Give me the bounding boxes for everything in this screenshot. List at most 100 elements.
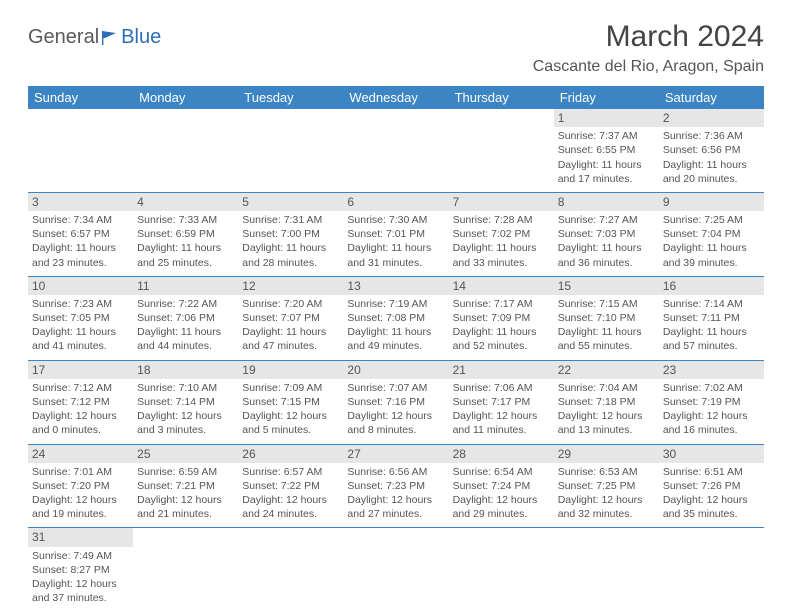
calendar-day-cell: 14Sunrise: 7:17 AMSunset: 7:09 PMDayligh… [449, 276, 554, 360]
sunrise-text: Sunrise: 6:59 AM [137, 465, 234, 479]
sunrise-text: Sunrise: 7:02 AM [663, 381, 760, 395]
day-number: 10 [28, 277, 133, 295]
sunset-text: Sunset: 8:27 PM [32, 563, 129, 577]
calendar-day-cell: 12Sunrise: 7:20 AMSunset: 7:07 PMDayligh… [238, 276, 343, 360]
calendar-day-cell: 2Sunrise: 7:36 AMSunset: 6:56 PMDaylight… [659, 109, 764, 192]
sunrise-text: Sunrise: 7:14 AM [663, 297, 760, 311]
day-header: Tuesday [238, 86, 343, 109]
sunrise-text: Sunrise: 7:49 AM [32, 549, 129, 563]
sunset-text: Sunset: 7:16 PM [347, 395, 444, 409]
sunset-text: Sunset: 7:08 PM [347, 311, 444, 325]
day-number: 28 [449, 445, 554, 463]
calendar-day-cell: 24Sunrise: 7:01 AMSunset: 7:20 PMDayligh… [28, 444, 133, 528]
day-number: 1 [554, 109, 659, 127]
day-number: 4 [133, 193, 238, 211]
calendar-day-cell: 30Sunrise: 6:51 AMSunset: 7:26 PMDayligh… [659, 444, 764, 528]
sunrise-text: Sunrise: 7:19 AM [347, 297, 444, 311]
calendar-day-cell: 1Sunrise: 7:37 AMSunset: 6:55 PMDaylight… [554, 109, 659, 192]
daylight-text: Daylight: 11 hours and 44 minutes. [137, 325, 234, 353]
day-number: 14 [449, 277, 554, 295]
sunrise-text: Sunrise: 7:25 AM [663, 213, 760, 227]
day-header: Wednesday [343, 86, 448, 109]
daylight-text: Daylight: 11 hours and 23 minutes. [32, 241, 129, 269]
day-number: 2 [659, 109, 764, 127]
calendar-day-cell: 28Sunrise: 6:54 AMSunset: 7:24 PMDayligh… [449, 444, 554, 528]
month-title: March 2024 [533, 20, 764, 54]
daylight-text: Daylight: 12 hours and 8 minutes. [347, 409, 444, 437]
day-number: 6 [343, 193, 448, 211]
calendar-day-cell: 4Sunrise: 7:33 AMSunset: 6:59 PMDaylight… [133, 192, 238, 276]
day-number: 19 [238, 361, 343, 379]
sunset-text: Sunset: 7:23 PM [347, 479, 444, 493]
sunset-text: Sunset: 7:15 PM [242, 395, 339, 409]
sunset-text: Sunset: 7:06 PM [137, 311, 234, 325]
calendar-day-cell: 11Sunrise: 7:22 AMSunset: 7:06 PMDayligh… [133, 276, 238, 360]
sunset-text: Sunset: 7:17 PM [453, 395, 550, 409]
calendar-day-cell: 20Sunrise: 7:07 AMSunset: 7:16 PMDayligh… [343, 360, 448, 444]
calendar-week: 10Sunrise: 7:23 AMSunset: 7:05 PMDayligh… [28, 276, 764, 360]
day-number: 16 [659, 277, 764, 295]
sunset-text: Sunset: 7:11 PM [663, 311, 760, 325]
daylight-text: Daylight: 11 hours and 17 minutes. [558, 158, 655, 186]
sunset-text: Sunset: 7:09 PM [453, 311, 550, 325]
daylight-text: Daylight: 11 hours and 31 minutes. [347, 241, 444, 269]
sunset-text: Sunset: 6:56 PM [663, 143, 760, 157]
sunset-text: Sunset: 7:24 PM [453, 479, 550, 493]
calendar-day-cell: 17Sunrise: 7:12 AMSunset: 7:12 PMDayligh… [28, 360, 133, 444]
calendar-empty-cell [28, 109, 133, 192]
day-number: 5 [238, 193, 343, 211]
day-number: 15 [554, 277, 659, 295]
calendar-day-cell: 29Sunrise: 6:53 AMSunset: 7:25 PMDayligh… [554, 444, 659, 528]
sunset-text: Sunset: 7:25 PM [558, 479, 655, 493]
sunrise-text: Sunrise: 7:17 AM [453, 297, 550, 311]
daylight-text: Daylight: 11 hours and 47 minutes. [242, 325, 339, 353]
calendar-day-cell: 15Sunrise: 7:15 AMSunset: 7:10 PMDayligh… [554, 276, 659, 360]
sunrise-text: Sunrise: 6:56 AM [347, 465, 444, 479]
calendar-week: 24Sunrise: 7:01 AMSunset: 7:20 PMDayligh… [28, 444, 764, 528]
calendar-day-cell: 31 Sunrise: 7:49 AMSunset: 8:27 PMDayligh… [28, 528, 133, 611]
sunrise-text: Sunrise: 6:57 AM [242, 465, 339, 479]
day-number: 13 [343, 277, 448, 295]
daylight-text: Daylight: 12 hours and 0 minutes. [32, 409, 129, 437]
calendar-week: 31 Sunrise: 7:49 AMSunset: 8:27 PMDayligh… [28, 528, 764, 611]
daylight-text: Daylight: 11 hours and 33 minutes. [453, 241, 550, 269]
sunrise-text: Sunrise: 6:51 AM [663, 465, 760, 479]
sunset-text: Sunset: 7:22 PM [242, 479, 339, 493]
calendar-day-cell: 26Sunrise: 6:57 AMSunset: 7:22 PMDayligh… [238, 444, 343, 528]
day-number: 31 [28, 528, 133, 546]
sunset-text: Sunset: 7:07 PM [242, 311, 339, 325]
calendar-empty-cell [133, 109, 238, 192]
calendar-day-cell: 25Sunrise: 6:59 AMSunset: 7:21 PMDayligh… [133, 444, 238, 528]
day-number: 29 [554, 445, 659, 463]
day-number: 11 [133, 277, 238, 295]
page-header: General Blue March 2024 Cascante del Rio… [28, 20, 764, 76]
day-header-row: Sunday Monday Tuesday Wednesday Thursday… [28, 86, 764, 109]
calendar-day-cell: 10Sunrise: 7:23 AMSunset: 7:05 PMDayligh… [28, 276, 133, 360]
calendar-day-cell: 6 Sunrise: 7:30 AMSunset: 7:01 PMDaylight… [343, 192, 448, 276]
daylight-text: Daylight: 12 hours and 21 minutes. [137, 493, 234, 521]
daylight-text: Daylight: 12 hours and 3 minutes. [137, 409, 234, 437]
calendar-day-cell: 8Sunrise: 7:27 AMSunset: 7:03 PMDaylight… [554, 192, 659, 276]
day-number: 30 [659, 445, 764, 463]
sunrise-text: Sunrise: 6:53 AM [558, 465, 655, 479]
daylight-text: Daylight: 12 hours and 37 minutes. [32, 577, 129, 605]
day-number: 9 [659, 193, 764, 211]
daylight-text: Daylight: 11 hours and 41 minutes. [32, 325, 129, 353]
sunrise-text: Sunrise: 7:28 AM [453, 213, 550, 227]
day-number: 12 [238, 277, 343, 295]
daylight-text: Daylight: 12 hours and 35 minutes. [663, 493, 760, 521]
sunrise-text: Sunrise: 7:01 AM [32, 465, 129, 479]
sunset-text: Sunset: 7:01 PM [347, 227, 444, 241]
title-block: March 2024 Cascante del Rio, Aragon, Spa… [533, 20, 764, 76]
sunrise-text: Sunrise: 7:09 AM [242, 381, 339, 395]
day-number: 23 [659, 361, 764, 379]
logo: General Blue [28, 26, 161, 49]
logo-text-blue: Blue [121, 26, 161, 49]
sunrise-text: Sunrise: 7:10 AM [137, 381, 234, 395]
sunrise-text: Sunrise: 7:30 AM [347, 213, 444, 227]
daylight-text: Daylight: 12 hours and 13 minutes. [558, 409, 655, 437]
calendar-empty-cell [343, 528, 448, 611]
sunset-text: Sunset: 7:04 PM [663, 227, 760, 241]
calendar-day-cell: 16Sunrise: 7:14 AMSunset: 7:11 PMDayligh… [659, 276, 764, 360]
calendar-week: 17Sunrise: 7:12 AMSunset: 7:12 PMDayligh… [28, 360, 764, 444]
